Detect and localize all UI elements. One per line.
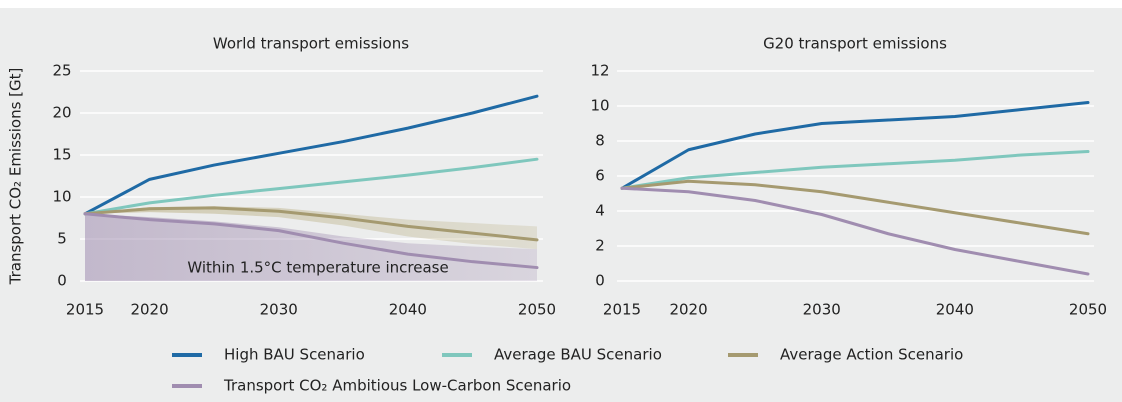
x-tick-label: 2050 bbox=[518, 301, 556, 319]
series-line bbox=[83, 206, 539, 242]
y-tick-label: 2 bbox=[595, 237, 605, 255]
chart-title: G20 transport emissions bbox=[763, 35, 947, 53]
series-line bbox=[83, 157, 539, 216]
y-axis-label: Transport CO₂ Emissions [Gt] bbox=[7, 68, 25, 286]
y-tick-label: 4 bbox=[595, 202, 605, 220]
legend-label: Average BAU Scenario bbox=[494, 346, 662, 364]
annotation: Within 1.5°C temperature increase bbox=[187, 259, 448, 277]
series-line bbox=[620, 101, 1090, 190]
x-tick-label: 2020 bbox=[130, 301, 168, 319]
series-line bbox=[83, 94, 539, 216]
x-tick-label: 2040 bbox=[936, 301, 974, 319]
y-tick-label: 10 bbox=[590, 97, 609, 115]
series-line bbox=[83, 212, 539, 270]
band-area bbox=[85, 206, 537, 250]
y-tick-label: 25 bbox=[52, 62, 71, 80]
top-strip bbox=[0, 0, 1122, 8]
x-tick-label: 2015 bbox=[603, 301, 641, 319]
y-tick-label: 20 bbox=[52, 104, 71, 122]
y-tick-label: 8 bbox=[595, 132, 605, 150]
legend-label: Transport CO₂ Ambitious Low-Carbon Scena… bbox=[223, 377, 571, 395]
x-tick-label: 2020 bbox=[669, 301, 707, 319]
legend-label: Average Action Scenario bbox=[780, 346, 963, 364]
background bbox=[0, 8, 1122, 402]
x-tick-label: 2040 bbox=[389, 301, 427, 319]
y-tick-label: 5 bbox=[57, 230, 67, 248]
y-tick-label: 15 bbox=[52, 146, 71, 164]
y-tick-label: 0 bbox=[595, 272, 605, 290]
y-tick-label: 10 bbox=[52, 188, 71, 206]
band-area bbox=[85, 213, 537, 281]
series-line bbox=[620, 186, 1090, 276]
x-tick-label: 2015 bbox=[66, 301, 104, 319]
legend-label: High BAU Scenario bbox=[224, 346, 365, 364]
series-line bbox=[620, 179, 1090, 236]
series-line bbox=[620, 150, 1090, 190]
y-tick-label: 0 bbox=[57, 272, 67, 290]
y-tick-label: 6 bbox=[595, 167, 605, 185]
chart-title: World transport emissions bbox=[213, 35, 409, 53]
y-tick-label: 12 bbox=[590, 62, 609, 80]
x-tick-label: 2030 bbox=[803, 301, 841, 319]
x-tick-label: 2030 bbox=[260, 301, 298, 319]
x-tick-label: 2050 bbox=[1069, 301, 1107, 319]
